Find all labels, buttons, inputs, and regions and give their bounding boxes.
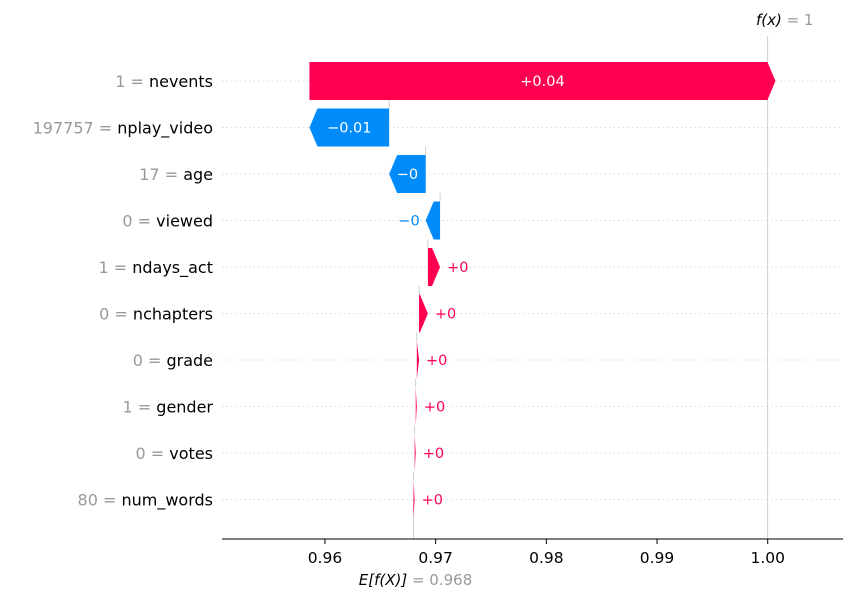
feature-label: 17 = age xyxy=(139,165,213,184)
feature-name: nplay_video xyxy=(117,119,213,139)
feature-label: 0 = votes xyxy=(136,444,213,463)
bar-nchapters xyxy=(419,294,428,333)
bar-value-label: +0 xyxy=(423,446,444,462)
label-layer: 1 = nevents +0.04 197757 = nplay_video −0.0… xyxy=(33,72,565,511)
x-tick-label: 0.96 xyxy=(308,549,343,567)
feature-name: grade xyxy=(166,351,213,370)
feature-value: 0 = xyxy=(133,351,167,370)
bar-gender xyxy=(415,387,417,426)
x-tick-label: 1.00 xyxy=(750,549,785,567)
feature-label: 1 = nevents xyxy=(115,72,213,91)
bar-value-label: −0 xyxy=(398,214,419,230)
bar-value-label: +0 xyxy=(424,400,445,416)
feature-name: age xyxy=(183,165,213,184)
bar-layer xyxy=(309,62,776,519)
base-value-annotation: E[f(X)] = 0.968 xyxy=(359,571,473,589)
feature-name: gender xyxy=(156,398,213,417)
feature-name: ndays_act xyxy=(132,258,213,278)
bar-num_words xyxy=(413,480,415,519)
bar-value-label: +0 xyxy=(426,353,447,369)
feature-value: 0 = xyxy=(99,305,133,324)
base-value-symbol: E[f(X)] xyxy=(359,571,408,589)
feature-value: 80 = xyxy=(78,491,122,510)
feature-value: 1 = xyxy=(115,72,149,91)
bar-value-label: +0 xyxy=(435,307,456,323)
base-value-number: = 0.968 xyxy=(407,571,472,589)
bar-nplay_video xyxy=(309,108,390,147)
x-tick-label: 0.99 xyxy=(640,549,675,567)
bar-value-label: +0 xyxy=(447,260,468,276)
feature-label: 80 = num_words xyxy=(78,491,213,511)
feature-label: 0 = viewed xyxy=(122,212,213,231)
feature-label: 197757 = nplay_video xyxy=(33,119,213,139)
connector-layer xyxy=(388,36,769,539)
feature-value: 0 = xyxy=(136,444,170,463)
feature-name: viewed xyxy=(156,212,213,231)
bar-ndays_act xyxy=(427,248,441,286)
feature-value: 0 = xyxy=(122,212,156,231)
bar-value-label: +0.04 xyxy=(520,74,564,90)
feature-name: nchapters xyxy=(133,305,213,324)
bar-value-label: −0 xyxy=(397,167,418,183)
output-value-number: = 1 xyxy=(782,11,814,29)
feature-value: 17 = xyxy=(139,165,183,184)
bar-grade xyxy=(416,341,420,379)
feature-label: 1 = gender xyxy=(123,398,214,417)
feature-value: 1 = xyxy=(98,258,132,277)
bar-value-label: +0 xyxy=(422,493,443,509)
x-tick-label: 0.97 xyxy=(418,549,453,567)
bar-viewed xyxy=(425,201,441,240)
bar-votes xyxy=(414,434,416,472)
feature-name: num_words xyxy=(121,491,213,511)
bar-age xyxy=(389,155,426,193)
feature-value: 1 = xyxy=(123,398,157,417)
feature-name: nevents xyxy=(149,72,213,91)
feature-label: 1 = ndays_act xyxy=(98,258,213,278)
x-axis: 0.96 0.97 0.98 0.99 1.00 E[f(X)] = 0.968 xyxy=(222,538,843,589)
feature-name: votes xyxy=(169,444,213,463)
feature-label: 0 = nchapters xyxy=(99,305,213,324)
output-value-symbol: f(x) xyxy=(756,11,782,29)
grid-layer xyxy=(222,80,843,500)
x-tick-label: 0.98 xyxy=(529,549,564,567)
feature-value: 197757 = xyxy=(33,119,118,138)
feature-label: 0 = grade xyxy=(133,351,213,370)
output-value-annotation: f(x) = 1 xyxy=(756,11,814,29)
output-annotation: f(x) = 1 xyxy=(756,11,814,29)
bar-nevents xyxy=(309,62,776,100)
bar-value-label: −0.01 xyxy=(327,121,371,137)
